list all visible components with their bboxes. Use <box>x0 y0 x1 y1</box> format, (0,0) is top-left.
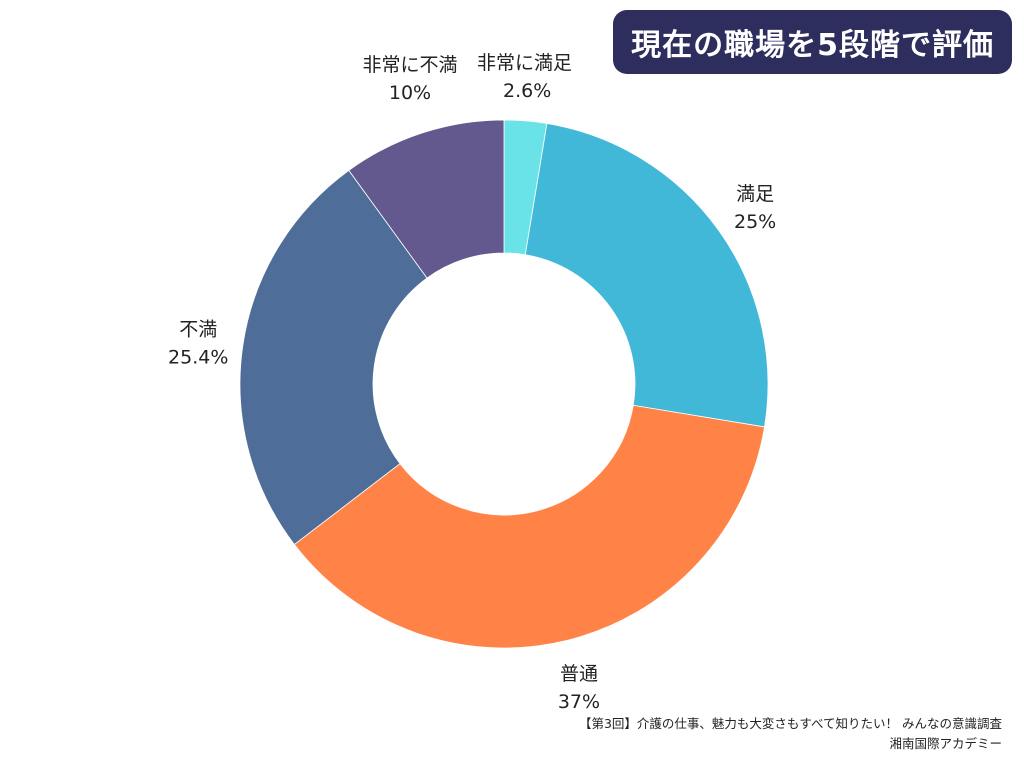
slice-name-4: 非常に不満 <box>362 54 457 76</box>
slice-3 <box>239 169 428 546</box>
chart-title: 現在の職場を5段階で評価 <box>613 10 1012 74</box>
source-note: 【第3回】介護の仕事、魅力も大変さもすべて知りたい！ みんなの意識調査 湘南国際… <box>579 714 1002 754</box>
donut-slices <box>239 119 769 649</box>
slice-label-0: 非常に満足 2.6% <box>477 52 572 102</box>
slice-name-0: 非常に満足 <box>477 52 572 74</box>
slice-value-2: 37% <box>558 691 600 713</box>
slice-4 <box>348 119 505 279</box>
source-line-2: 湘南国際アカデミー <box>889 736 1002 751</box>
slice-label-2: 普通 37% <box>558 663 600 713</box>
slice-value-0: 2.6% <box>503 80 551 102</box>
slice-label-1: 満足 25% <box>734 183 776 233</box>
slice-label-3: 不満 25.4% <box>168 319 228 369</box>
slice-labels: 非常に満足 2.6% 満足 25% 普通 37% 不満 25.4% 非常に不満 10% <box>168 52 776 713</box>
source-line-1: 【第3回】介護の仕事、魅力も大変さもすべて知りたい！ みんなの意識調査 <box>578 716 1002 731</box>
slice-value-1: 25% <box>734 211 776 233</box>
slice-name-1: 満足 <box>736 183 774 205</box>
slice-1 <box>524 123 769 428</box>
slice-value-4: 10% <box>389 82 431 104</box>
slice-name-3: 不満 <box>179 319 217 341</box>
slice-name-2: 普通 <box>560 663 598 685</box>
slice-label-4: 非常に不満 10% <box>362 54 457 104</box>
slice-2 <box>293 404 765 649</box>
slice-value-3: 25.4% <box>168 347 228 369</box>
